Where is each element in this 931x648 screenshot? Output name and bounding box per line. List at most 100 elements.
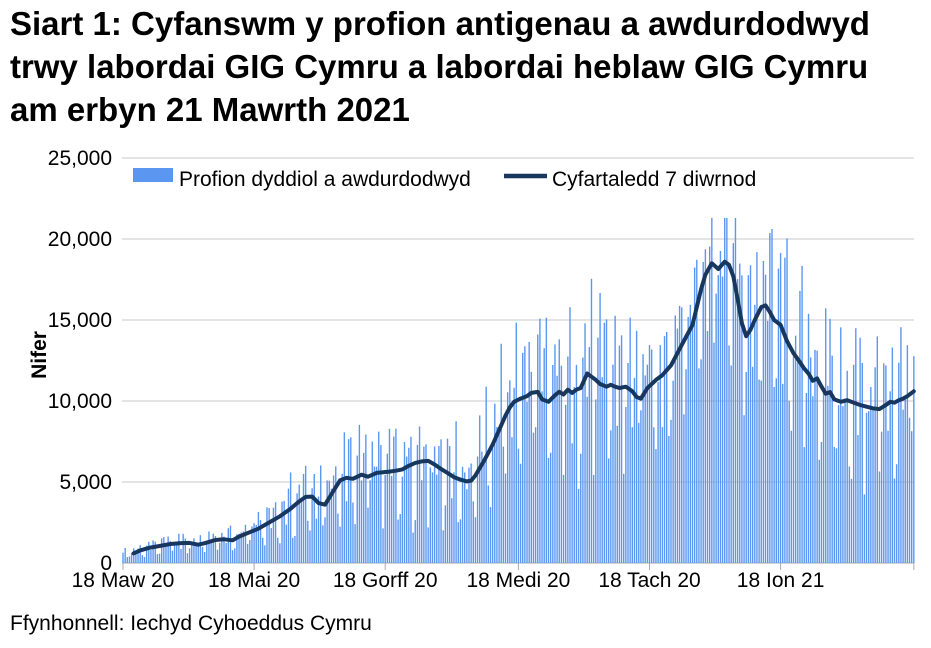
daily-bar <box>442 530 444 563</box>
daily-bar <box>908 417 911 563</box>
daily-bar <box>528 341 530 563</box>
daily-bar <box>852 364 855 563</box>
daily-bar <box>304 465 307 563</box>
daily-bar <box>775 378 777 563</box>
daily-bar <box>165 543 167 563</box>
daily-bar <box>268 508 270 563</box>
daily-bar <box>782 383 784 563</box>
daily-bar <box>902 409 904 563</box>
daily-bar <box>562 474 565 563</box>
daily-bar <box>670 419 672 563</box>
daily-bar <box>734 217 737 563</box>
daily-bar <box>534 427 537 563</box>
daily-bar <box>405 456 408 563</box>
daily-bar <box>238 533 240 563</box>
daily-bar <box>315 518 318 563</box>
daily-bar <box>324 517 326 563</box>
daily-bar <box>317 496 320 563</box>
daily-bar <box>476 456 479 563</box>
daily-bar <box>274 502 277 563</box>
daily-bar <box>900 327 902 563</box>
daily-bar <box>451 498 453 563</box>
daily-bar <box>330 488 333 563</box>
daily-bar <box>797 357 799 563</box>
daily-bar <box>133 548 135 563</box>
daily-bar <box>865 412 868 563</box>
daily-bar <box>242 531 245 563</box>
avg-line <box>131 259 916 556</box>
daily-bar <box>309 530 311 563</box>
daily-bar <box>257 512 260 563</box>
daily-bar <box>494 403 496 563</box>
daily-bar <box>549 452 552 563</box>
daily-bar <box>281 501 283 563</box>
daily-bar <box>339 526 341 563</box>
daily-bar <box>173 544 176 563</box>
daily-bar <box>721 276 724 563</box>
daily-bar <box>223 536 225 563</box>
daily-bar <box>148 541 150 563</box>
daily-bar <box>255 525 257 563</box>
daily-bar <box>378 431 380 563</box>
daily-bar <box>188 548 191 563</box>
daily-bar <box>633 377 636 563</box>
daily-bar <box>210 539 212 563</box>
daily-bar <box>784 257 786 563</box>
daily-bar <box>685 369 687 563</box>
daily-bar <box>360 480 363 563</box>
daily-bar <box>459 519 462 563</box>
daily-bar <box>571 443 573 563</box>
daily-bar <box>863 494 866 563</box>
daily-bar <box>169 541 171 563</box>
daily-bar <box>794 335 797 563</box>
daily-bar <box>876 336 878 563</box>
daily-bar <box>251 526 253 563</box>
daily-bar <box>388 428 391 563</box>
daily-bar <box>259 520 262 563</box>
daily-bar <box>526 401 528 563</box>
daily-bar <box>145 545 148 563</box>
daily-bar <box>913 356 915 563</box>
daily-bar <box>842 406 844 563</box>
daily-bar <box>408 447 410 563</box>
daily-bar <box>700 359 702 563</box>
daily-bar <box>203 552 206 563</box>
bar-legend-label: Profion dyddiol a awdurdodwyd <box>179 168 471 191</box>
daily-bar <box>717 275 719 563</box>
daily-bar <box>885 365 887 563</box>
daily-bar <box>889 391 891 563</box>
daily-bar <box>341 473 343 563</box>
daily-bar <box>236 534 238 563</box>
daily-bar <box>461 466 464 563</box>
daily-bar <box>184 538 187 563</box>
daily-bar <box>767 320 769 563</box>
daily-bar <box>857 435 859 563</box>
daily-bar <box>541 391 543 563</box>
daily-bar <box>597 337 599 563</box>
daily-bar <box>547 457 550 563</box>
daily-bar <box>298 484 300 563</box>
daily-bar <box>801 265 803 563</box>
daily-bar <box>412 532 414 563</box>
daily-bar <box>150 550 152 563</box>
daily-bar <box>650 349 653 563</box>
daily-bar <box>311 488 313 563</box>
daily-bar <box>343 432 346 563</box>
daily-bar <box>878 471 881 563</box>
daily-bar <box>818 459 820 563</box>
daily-bar <box>743 415 745 563</box>
daily-bar <box>610 430 612 563</box>
daily-bar <box>416 444 419 563</box>
daily-bar <box>582 357 584 563</box>
daily-bar <box>788 400 790 563</box>
daily-bar <box>206 542 208 563</box>
daily-bar <box>246 543 249 563</box>
daily-bar <box>728 345 730 563</box>
y-axis-title: Nifer <box>28 331 51 379</box>
daily-bar <box>739 263 741 563</box>
daily-bar <box>539 318 541 563</box>
daily-bar <box>749 265 752 563</box>
daily-bar <box>560 365 563 563</box>
daily-bar <box>474 517 477 563</box>
daily-bar <box>436 474 438 563</box>
